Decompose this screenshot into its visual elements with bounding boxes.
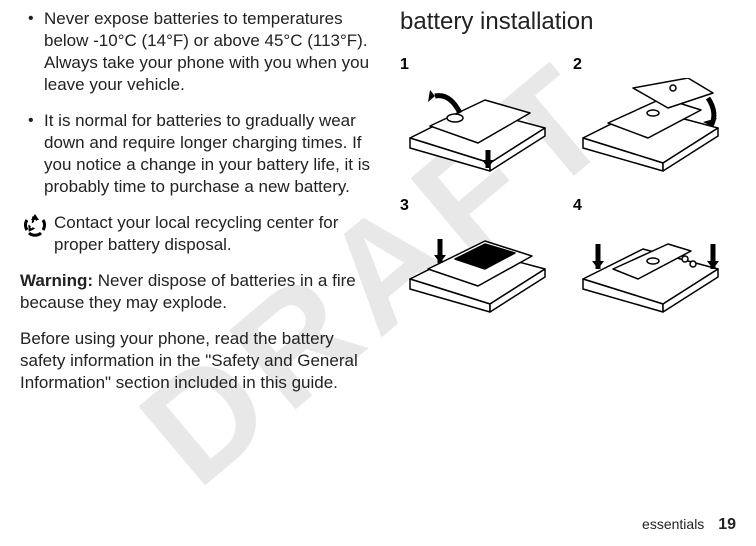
phone-illustration-3 [400,219,555,314]
right-column: battery installation 1 [400,8,730,408]
step-number: 2 [573,56,730,74]
recycle-icon [20,212,50,242]
diagram-step-3: 3 [400,197,557,314]
page-footer: essentials 19 [642,516,736,534]
phone-illustration-1 [400,78,555,173]
diagram-grid: 1 2 [400,56,730,314]
step-number: 4 [573,197,730,215]
left-column: • Never expose batteries to temperatures… [20,8,380,408]
warning-paragraph: Warning: Never dispose of batteries in a… [20,270,380,314]
phone-illustration-2 [573,78,728,173]
section-title: battery installation [400,8,730,36]
bullet-item: • Never expose batteries to temperatures… [20,8,380,96]
closing-paragraph: Before using your phone, read the batter… [20,328,380,394]
page-number: 19 [718,516,736,533]
bullet-item: • It is normal for batteries to graduall… [20,110,380,198]
footer-section: essentials [642,516,704,532]
phone-illustration-4 [573,219,728,314]
bullet-text: It is normal for batteries to gradually … [44,110,380,198]
bullet-marker: • [20,8,44,96]
page-content: • Never expose batteries to temperatures… [0,0,756,408]
bullet-text: Never expose batteries to temperatures b… [44,8,380,96]
diagram-step-1: 1 [400,56,557,173]
diagram-step-2: 2 [573,56,730,173]
recycle-text: Contact your local recycling center for … [50,212,380,256]
bullet-marker: • [20,110,44,198]
warning-label: Warning: [20,271,93,290]
step-number: 1 [400,56,557,74]
step-number: 3 [400,197,557,215]
recycle-note: Contact your local recycling center for … [20,212,380,256]
diagram-step-4: 4 [573,197,730,314]
